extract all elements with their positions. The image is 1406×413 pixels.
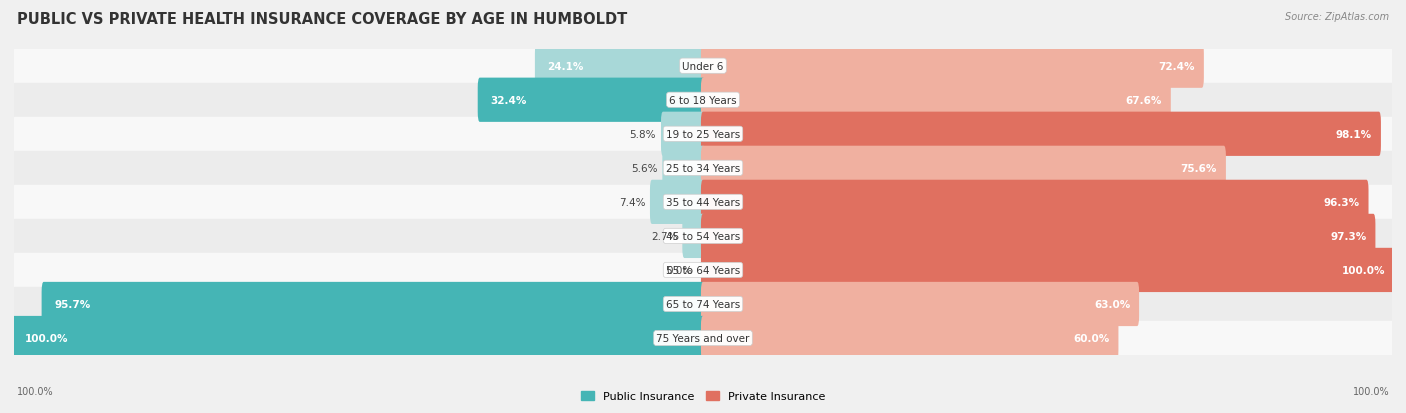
Text: 95.7%: 95.7% (53, 299, 90, 309)
Text: 100.0%: 100.0% (1341, 265, 1385, 275)
Bar (14, 253, 1392, 287)
Text: 96.3%: 96.3% (1323, 197, 1360, 207)
Text: 5.8%: 5.8% (630, 129, 657, 140)
FancyBboxPatch shape (478, 78, 704, 123)
Text: 25 to 34 Years: 25 to 34 Years (666, 164, 740, 173)
FancyBboxPatch shape (702, 214, 1375, 259)
Text: 55 to 64 Years: 55 to 64 Years (666, 265, 740, 275)
Text: 60.0%: 60.0% (1073, 333, 1109, 343)
Text: 2.7%: 2.7% (651, 231, 678, 241)
Text: 35 to 44 Years: 35 to 44 Years (666, 197, 740, 207)
Text: 0.0%: 0.0% (666, 265, 693, 275)
Text: Under 6: Under 6 (682, 62, 724, 71)
Text: 6 to 18 Years: 6 to 18 Years (669, 95, 737, 105)
Bar (14, 185, 1392, 219)
Text: 67.6%: 67.6% (1125, 95, 1161, 105)
Text: 7.4%: 7.4% (619, 197, 645, 207)
Bar (14, 321, 1392, 355)
Text: 32.4%: 32.4% (491, 95, 526, 105)
Bar (14, 117, 1392, 152)
Bar (14, 152, 1392, 185)
Text: 65 to 74 Years: 65 to 74 Years (666, 299, 740, 309)
Text: Source: ZipAtlas.com: Source: ZipAtlas.com (1285, 12, 1389, 22)
Text: 100.0%: 100.0% (17, 387, 53, 396)
FancyBboxPatch shape (682, 214, 704, 259)
Text: 19 to 25 Years: 19 to 25 Years (666, 129, 740, 140)
Text: 45 to 54 Years: 45 to 54 Years (666, 231, 740, 241)
FancyBboxPatch shape (702, 282, 1139, 326)
Text: PUBLIC VS PRIVATE HEALTH INSURANCE COVERAGE BY AGE IN HUMBOLDT: PUBLIC VS PRIVATE HEALTH INSURANCE COVER… (17, 12, 627, 27)
Bar (14, 50, 1392, 83)
FancyBboxPatch shape (702, 45, 1204, 89)
FancyBboxPatch shape (662, 146, 704, 190)
Legend: Public Insurance, Private Insurance: Public Insurance, Private Insurance (578, 387, 828, 405)
FancyBboxPatch shape (702, 78, 1171, 123)
Text: 72.4%: 72.4% (1159, 62, 1195, 71)
FancyBboxPatch shape (534, 45, 704, 89)
FancyBboxPatch shape (702, 180, 1368, 224)
FancyBboxPatch shape (42, 282, 704, 326)
Text: 63.0%: 63.0% (1094, 299, 1130, 309)
FancyBboxPatch shape (702, 248, 1393, 292)
FancyBboxPatch shape (702, 112, 1381, 157)
FancyBboxPatch shape (650, 180, 704, 224)
FancyBboxPatch shape (13, 316, 704, 360)
Text: 97.3%: 97.3% (1330, 231, 1367, 241)
Bar (14, 219, 1392, 253)
Text: 98.1%: 98.1% (1336, 129, 1372, 140)
Bar (14, 83, 1392, 117)
Text: 24.1%: 24.1% (547, 62, 583, 71)
FancyBboxPatch shape (702, 316, 1118, 360)
Bar (14, 287, 1392, 321)
Text: 100.0%: 100.0% (24, 333, 67, 343)
Text: 75.6%: 75.6% (1181, 164, 1218, 173)
FancyBboxPatch shape (702, 146, 1226, 190)
Text: 5.6%: 5.6% (631, 164, 658, 173)
Text: 75 Years and over: 75 Years and over (657, 333, 749, 343)
Text: 100.0%: 100.0% (1353, 387, 1389, 396)
FancyBboxPatch shape (661, 112, 704, 157)
